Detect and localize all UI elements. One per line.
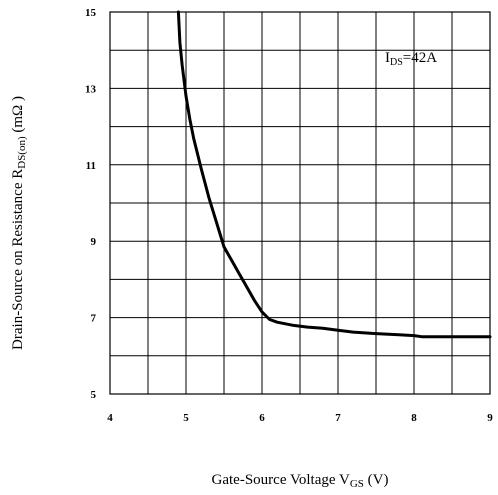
- y-axis-label-main: Drain-Source on Resistance R: [10, 169, 26, 350]
- y-axis-label: Drain-Source on Resistance RDS(on) (mΩ ): [10, 96, 28, 350]
- ids-annotation: IDS=42A: [385, 50, 437, 68]
- y-tick-label: 11: [86, 160, 96, 172]
- series-line: [176, 10, 492, 339]
- annotation-sub: DS: [390, 57, 403, 68]
- y-axis-label-tail: (mΩ ): [10, 96, 26, 136]
- x-tick-label: 5: [183, 412, 189, 424]
- y-tick-label: 15: [85, 7, 97, 19]
- grid: [110, 12, 490, 394]
- x-axis-label-sub: GS: [350, 478, 364, 490]
- x-tick-label: 8: [411, 412, 417, 424]
- y-tick-label: 7: [91, 313, 97, 325]
- x-axis-label-tail: (V): [364, 472, 389, 488]
- plot-frame: [109, 11, 491, 395]
- x-tick-label: 7: [335, 412, 341, 424]
- x-tick-label: 9: [487, 412, 493, 424]
- x-tick-label: 4: [107, 412, 113, 424]
- x-axis-label: Gate-Source Voltage VGS (V): [212, 472, 389, 490]
- x-tick-label: 6: [259, 412, 265, 424]
- y-tick-label: 5: [91, 389, 97, 401]
- annotation-tail: =42A: [403, 50, 437, 66]
- x-axis-label-main: Gate-Source Voltage V: [212, 472, 350, 488]
- y-tick-label: 9: [91, 236, 97, 248]
- annotation-main: I: [385, 50, 390, 66]
- y-tick-label: 13: [85, 83, 97, 95]
- y-axis-label-sub: DS(on): [16, 136, 28, 169]
